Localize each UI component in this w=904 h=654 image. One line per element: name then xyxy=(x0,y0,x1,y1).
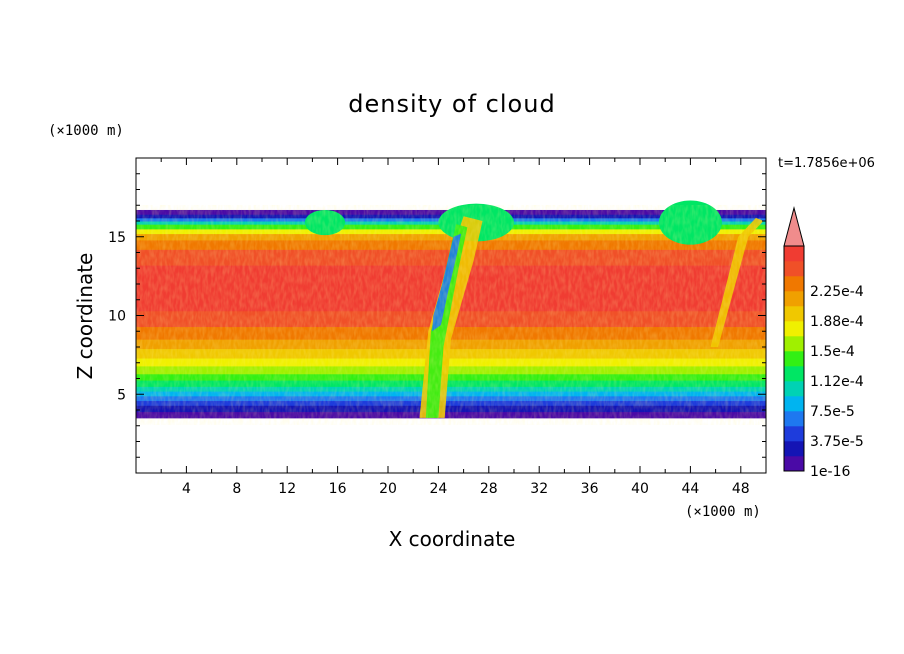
chart-title: density of cloud xyxy=(348,90,555,118)
x-axis-ticks: 4 8 12 16 20 24 28 32 36 40 44 48 xyxy=(160,158,750,497)
colorbar-segment xyxy=(784,411,804,427)
y-axis-label: Z coordinate xyxy=(73,253,97,380)
colorbar-segment xyxy=(784,321,804,337)
colorbar-label: 1.5e-4 xyxy=(810,344,855,360)
x-tick-label: 28 xyxy=(480,481,498,497)
x-tick-label: 24 xyxy=(429,481,447,497)
colorbar-label: 1e-16 xyxy=(810,464,850,480)
time-stamp: t=1.7856e+06 xyxy=(778,156,875,171)
x-tick-label: 48 xyxy=(732,481,750,497)
colorbar-segment xyxy=(784,396,804,412)
colorbar-segment xyxy=(784,456,804,472)
x-tick-label: 8 xyxy=(232,481,241,497)
y-tick-label: 10 xyxy=(108,309,126,325)
colorbar-segment xyxy=(784,441,804,457)
x-tick-label: 32 xyxy=(530,481,548,497)
colorbar-segment xyxy=(784,306,804,322)
colorbar-overflow-triangle xyxy=(783,206,805,247)
colorbar-segment xyxy=(784,366,804,382)
x-axis-label: X coordinate xyxy=(389,527,516,551)
colorbar-label: 7.5e-5 xyxy=(810,404,855,420)
colorbar-segment xyxy=(784,426,804,442)
colorbar-segment xyxy=(784,351,804,367)
turbulence-texture xyxy=(136,205,766,425)
colorbar-segment xyxy=(784,261,804,277)
x-tick-label: 44 xyxy=(681,481,699,497)
colorbar-segment xyxy=(784,336,804,352)
colorbar-segment xyxy=(784,276,804,292)
y-tick-label: 15 xyxy=(108,230,126,246)
x-tick-label: 4 xyxy=(182,481,191,497)
x-tick-label: 12 xyxy=(278,481,296,497)
colorbar-label: 3.75e-5 xyxy=(810,434,864,450)
colorbar-label: 2.25e-4 xyxy=(810,284,864,300)
x-tick-label: 40 xyxy=(631,481,649,497)
x-tick-label: 20 xyxy=(379,481,397,497)
x-tick-label: 16 xyxy=(329,481,347,497)
colorbar: 1e-16 3.75e-5 7.5e-5 1.12e-4 1.5e-4 1.88e-4 2.… xyxy=(783,206,864,480)
colorbar-segment xyxy=(784,246,804,262)
colorbar-label: 1.88e-4 xyxy=(810,314,864,330)
colorbar-label: 1.12e-4 xyxy=(810,374,864,390)
colorbar-segment xyxy=(784,381,804,397)
x-tick-label: 36 xyxy=(581,481,599,497)
x-axis-unit: (×1000 m) xyxy=(685,504,761,520)
y-tick-label: 5 xyxy=(117,387,126,403)
z-axis-unit: (×1000 m) xyxy=(48,123,124,139)
colorbar-segment xyxy=(784,291,804,307)
y-axis-ticks: 5 10 15 xyxy=(108,173,766,458)
